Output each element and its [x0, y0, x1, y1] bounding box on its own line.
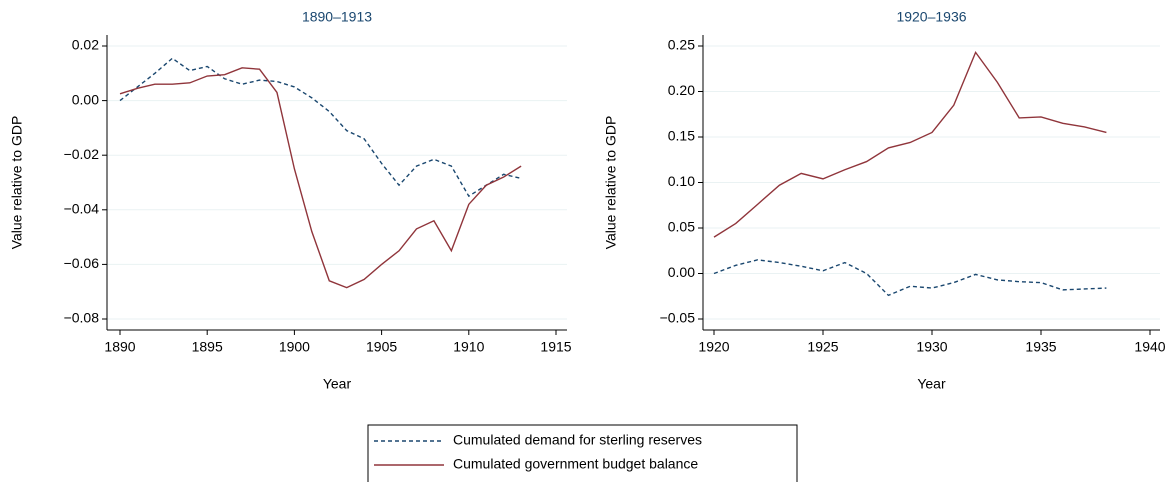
y-tick-label: 0.10 — [668, 173, 695, 189]
x-tick-label: 1890 — [104, 339, 135, 355]
series-line — [713, 50, 1107, 238]
y-tick-label: 0.05 — [668, 219, 695, 235]
y-axis-label: Value relative to GDP — [9, 116, 25, 250]
y-tick-label: 0.20 — [668, 82, 695, 98]
legend-label: Cumulated government budget balance — [453, 456, 698, 472]
y-tick-label: 0.25 — [668, 37, 695, 53]
x-tick-label: 1925 — [807, 339, 838, 355]
x-tick-label: 1920 — [698, 339, 729, 355]
chart-title: 1890–1913 — [302, 9, 372, 25]
y-tick-label: 0.00 — [668, 264, 695, 280]
chart-title: 1920–1936 — [896, 9, 966, 25]
x-tick-label: 1900 — [279, 339, 310, 355]
x-tick-label: 1915 — [540, 339, 571, 355]
y-tick-label: −0.08 — [64, 310, 100, 326]
series-line — [119, 57, 522, 198]
y-tick-label: 0.15 — [668, 128, 695, 144]
y-axis-label: Value relative to GDP — [603, 116, 619, 250]
x-tick-label: 1910 — [453, 339, 484, 355]
y-tick-label: 0.00 — [72, 91, 99, 107]
y-tick-label: −0.02 — [64, 146, 100, 162]
series-line — [713, 259, 1107, 297]
legend-label: Cumulated demand for sterling reserves — [453, 432, 702, 448]
x-tick-label: 1895 — [192, 339, 223, 355]
y-tick-label: −0.04 — [64, 201, 100, 217]
legend-box — [367, 424, 798, 482]
x-tick-label: 1935 — [1025, 339, 1056, 355]
y-tick-label: −0.06 — [64, 255, 100, 271]
x-tick-label: 1930 — [916, 339, 947, 355]
y-tick-label: 0.02 — [72, 37, 99, 53]
x-axis-label: Year — [917, 376, 946, 392]
x-tick-label: 1905 — [366, 339, 397, 355]
x-tick-label: 1940 — [1134, 339, 1165, 355]
y-tick-label: −0.05 — [660, 310, 696, 326]
series-line — [119, 67, 522, 289]
x-axis-label: Year — [323, 376, 352, 392]
